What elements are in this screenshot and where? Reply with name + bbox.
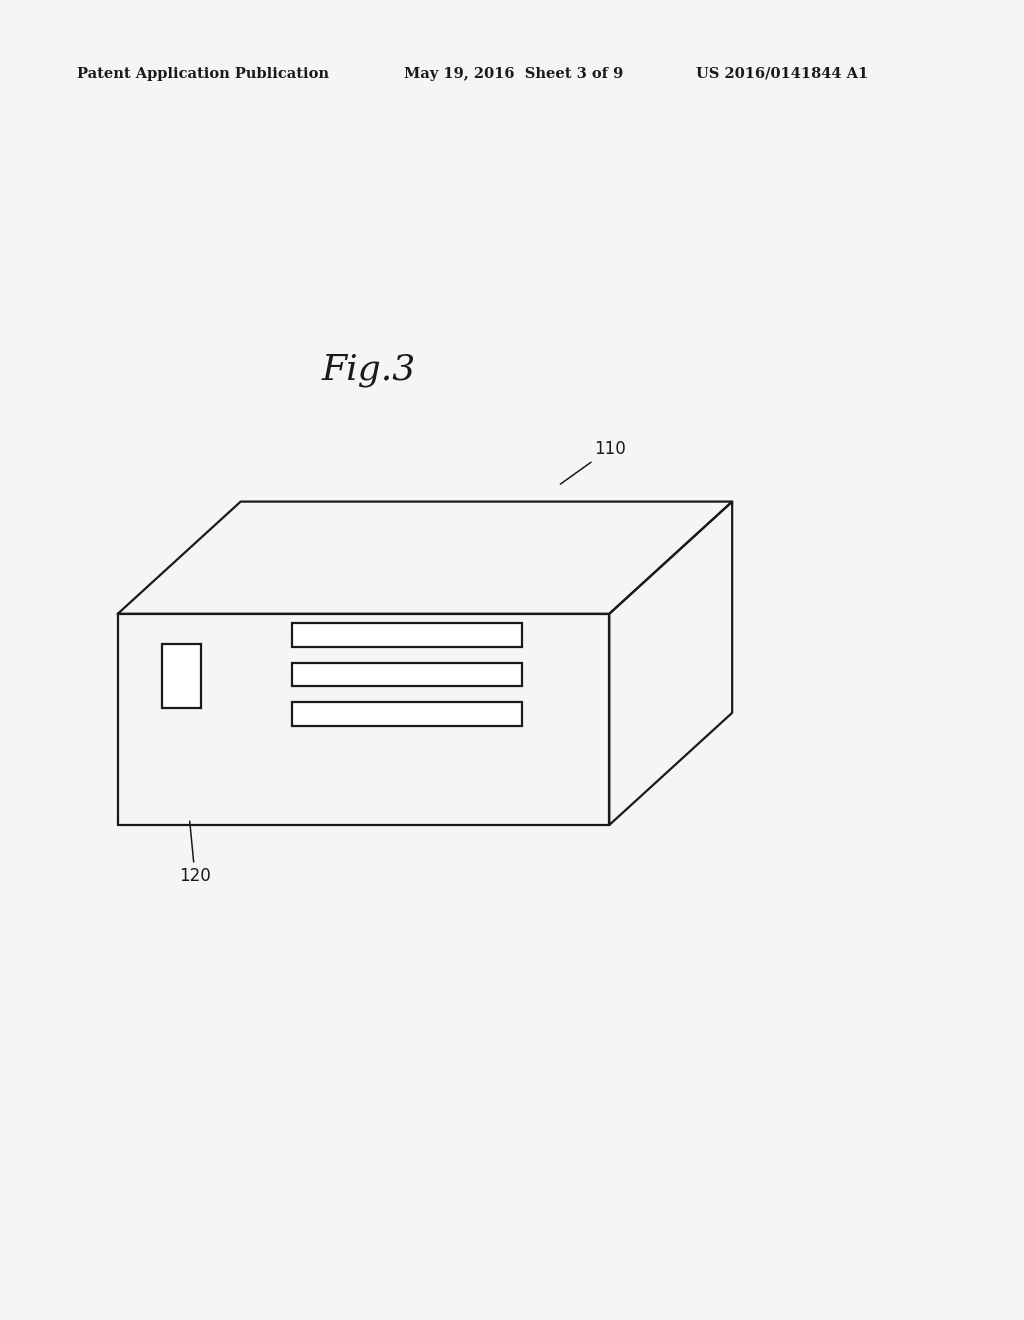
Text: 120: 120 [179, 821, 211, 886]
Bar [292, 623, 522, 647]
Text: Fig.3: Fig.3 [322, 352, 416, 387]
Text: May 19, 2016  Sheet 3 of 9: May 19, 2016 Sheet 3 of 9 [404, 67, 624, 81]
Bar [292, 663, 522, 686]
Text: US 2016/0141844 A1: US 2016/0141844 A1 [696, 67, 868, 81]
Bar [292, 702, 522, 726]
Text: Patent Application Publication: Patent Application Publication [77, 67, 329, 81]
Text: 110: 110 [560, 440, 626, 484]
Bar [162, 644, 201, 708]
